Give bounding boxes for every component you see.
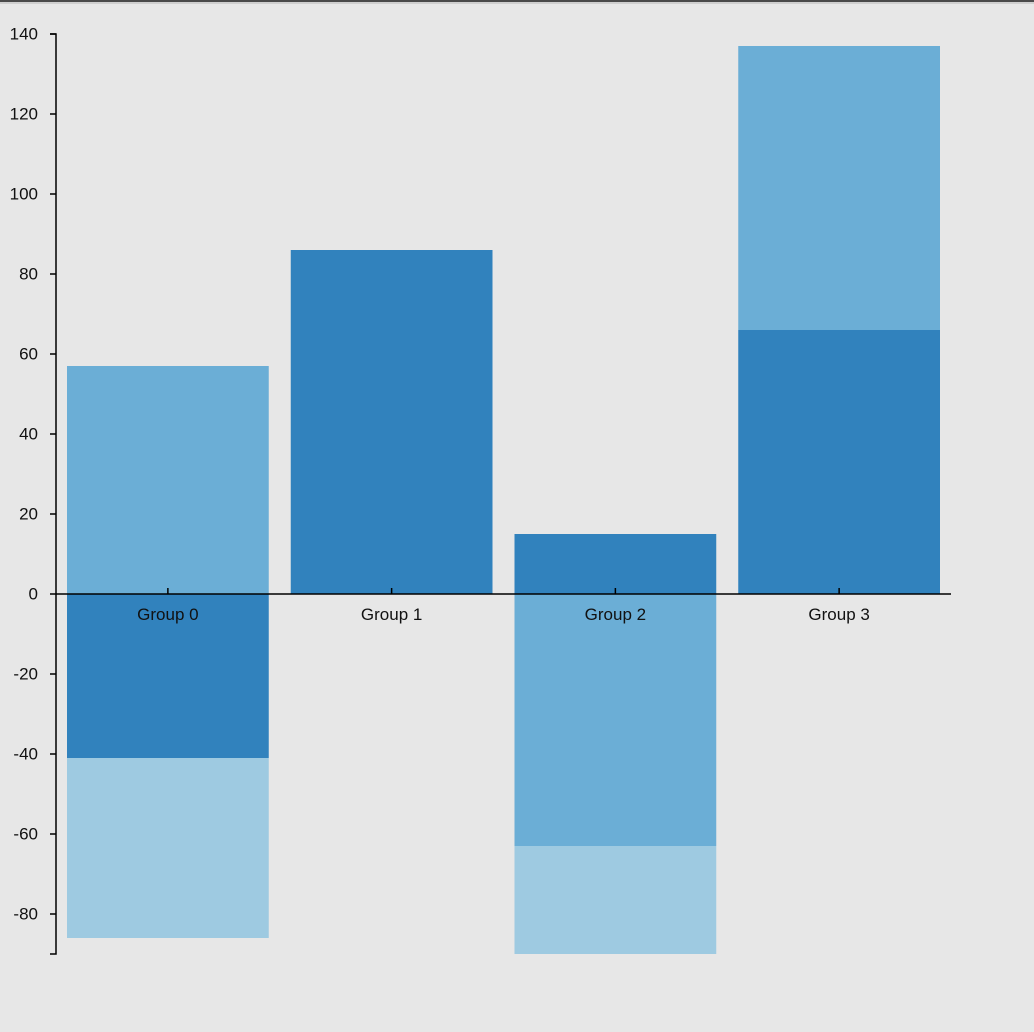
x-tick-label-group-2: Group 2: [585, 605, 646, 624]
y-tick-label: -60: [13, 825, 38, 844]
bar-group-0-segment-1: [67, 366, 269, 594]
bar-group-2-segment-1: [514, 594, 717, 846]
y-tick-label: -20: [13, 665, 38, 684]
x-tick-label-group-0: Group 0: [137, 605, 198, 624]
window-top-shadow: [0, 2, 1034, 4]
y-tick-label: 140: [10, 25, 38, 44]
bar-group-0-segment-0: [67, 594, 269, 758]
bar-group-2-segment-2: [514, 846, 717, 954]
y-tick-label: 40: [19, 425, 38, 444]
bar-group-2-segment-0: [514, 534, 717, 594]
x-tick-label-group-1: Group 1: [361, 605, 422, 624]
y-tick-label: -40: [13, 745, 38, 764]
y-tick-label: 60: [19, 345, 38, 364]
y-tick-label: 120: [10, 105, 38, 124]
axis-layer: -80 -60 -40 -20 0 20 40 60 80 100 120 140 Group 0 Gro…: [10, 25, 951, 955]
window-top-border: [0, 0, 1034, 2]
bar-group-1-segment-0: [290, 250, 493, 594]
y-tick-label: 0: [29, 585, 38, 604]
bar-group-3-segment-0: [738, 330, 940, 594]
y-tick-label: 20: [19, 505, 38, 524]
y-tick-label: -80: [13, 905, 38, 924]
y-tick-label: 100: [10, 185, 38, 204]
x-tick-label-group-3: Group 3: [808, 605, 869, 624]
bars-layer: [67, 46, 940, 954]
bar-group-0-segment-2: [67, 758, 269, 938]
bar-group-3-segment-1: [738, 46, 940, 330]
y-axis-line: [50, 33, 57, 955]
y-tick-label: 80: [19, 265, 38, 284]
